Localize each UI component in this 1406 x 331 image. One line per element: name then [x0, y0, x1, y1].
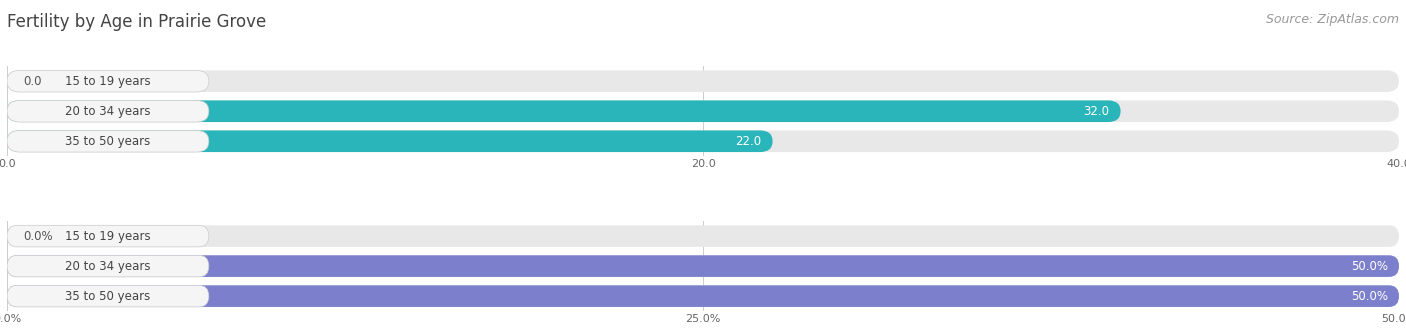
FancyBboxPatch shape — [7, 225, 209, 247]
FancyBboxPatch shape — [7, 255, 209, 277]
FancyBboxPatch shape — [7, 285, 209, 307]
FancyBboxPatch shape — [7, 255, 1399, 277]
Text: Fertility by Age in Prairie Grove: Fertility by Age in Prairie Grove — [7, 13, 266, 31]
FancyBboxPatch shape — [7, 255, 1399, 277]
Text: 20 to 34 years: 20 to 34 years — [65, 105, 150, 118]
Text: 0.0: 0.0 — [24, 75, 42, 88]
FancyBboxPatch shape — [7, 130, 209, 152]
FancyBboxPatch shape — [7, 225, 1399, 247]
Text: 0.0%: 0.0% — [24, 230, 53, 243]
FancyBboxPatch shape — [7, 100, 1399, 122]
FancyBboxPatch shape — [7, 130, 1399, 152]
Text: 20 to 34 years: 20 to 34 years — [65, 260, 150, 273]
Text: 35 to 50 years: 35 to 50 years — [65, 135, 150, 148]
FancyBboxPatch shape — [7, 285, 1399, 307]
Text: 50.0%: 50.0% — [1351, 290, 1388, 303]
Text: 15 to 19 years: 15 to 19 years — [65, 75, 150, 88]
Text: 32.0: 32.0 — [1084, 105, 1109, 118]
FancyBboxPatch shape — [7, 130, 773, 152]
FancyBboxPatch shape — [7, 100, 1121, 122]
FancyBboxPatch shape — [7, 71, 209, 92]
FancyBboxPatch shape — [7, 285, 1399, 307]
Text: 15 to 19 years: 15 to 19 years — [65, 230, 150, 243]
Text: Source: ZipAtlas.com: Source: ZipAtlas.com — [1265, 13, 1399, 26]
Text: 50.0%: 50.0% — [1351, 260, 1388, 273]
Text: 35 to 50 years: 35 to 50 years — [65, 290, 150, 303]
FancyBboxPatch shape — [7, 100, 209, 122]
Text: 22.0: 22.0 — [735, 135, 762, 148]
FancyBboxPatch shape — [7, 71, 1399, 92]
